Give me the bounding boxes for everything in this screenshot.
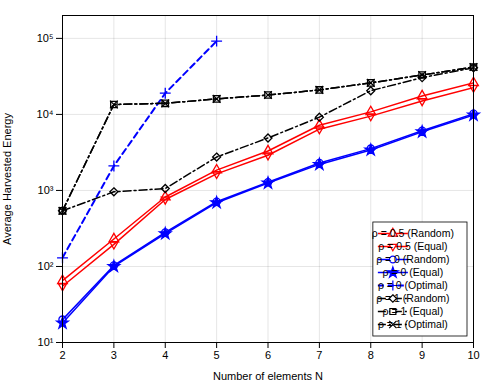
svg-text:10⁵: 10⁵ [37,32,54,44]
svg-text:ρ = 1 (Random): ρ = 1 (Random) [376,292,449,304]
svg-text:ρ = 0.5 (Equal): ρ = 0.5 (Equal) [378,240,447,252]
svg-text:ρ = 1 (Equal): ρ = 1 (Equal) [383,305,444,317]
svg-text:ρ = 0.5 (Random): ρ = 0.5 (Random) [372,227,454,239]
svg-text:10⁴: 10⁴ [37,108,54,120]
svg-text:2: 2 [59,349,65,361]
svg-text:ρ = 0 (Optimal): ρ = 0 (Optimal) [378,279,448,291]
svg-text:10³: 10³ [38,184,54,196]
svg-text:Number of elements N: Number of elements N [213,370,323,382]
svg-text:10¹: 10¹ [38,336,54,348]
svg-text:6: 6 [265,349,271,361]
svg-text:10: 10 [467,349,479,361]
svg-text:5: 5 [214,349,220,361]
svg-text:ρ = 0 (Equal): ρ = 0 (Equal) [383,266,444,278]
svg-text:ρ = 0 (Random): ρ = 0 (Random) [376,253,449,265]
svg-text:8: 8 [368,349,374,361]
svg-text:9: 9 [419,349,425,361]
svg-text:4: 4 [162,349,168,361]
svg-text:10²: 10² [38,260,54,272]
svg-text:ρ = 1 (Optimal): ρ = 1 (Optimal) [378,318,448,330]
svg-text:7: 7 [316,349,322,361]
svg-text:3: 3 [111,349,117,361]
svg-text:Average Harvested Energy: Average Harvested Energy [1,113,13,245]
